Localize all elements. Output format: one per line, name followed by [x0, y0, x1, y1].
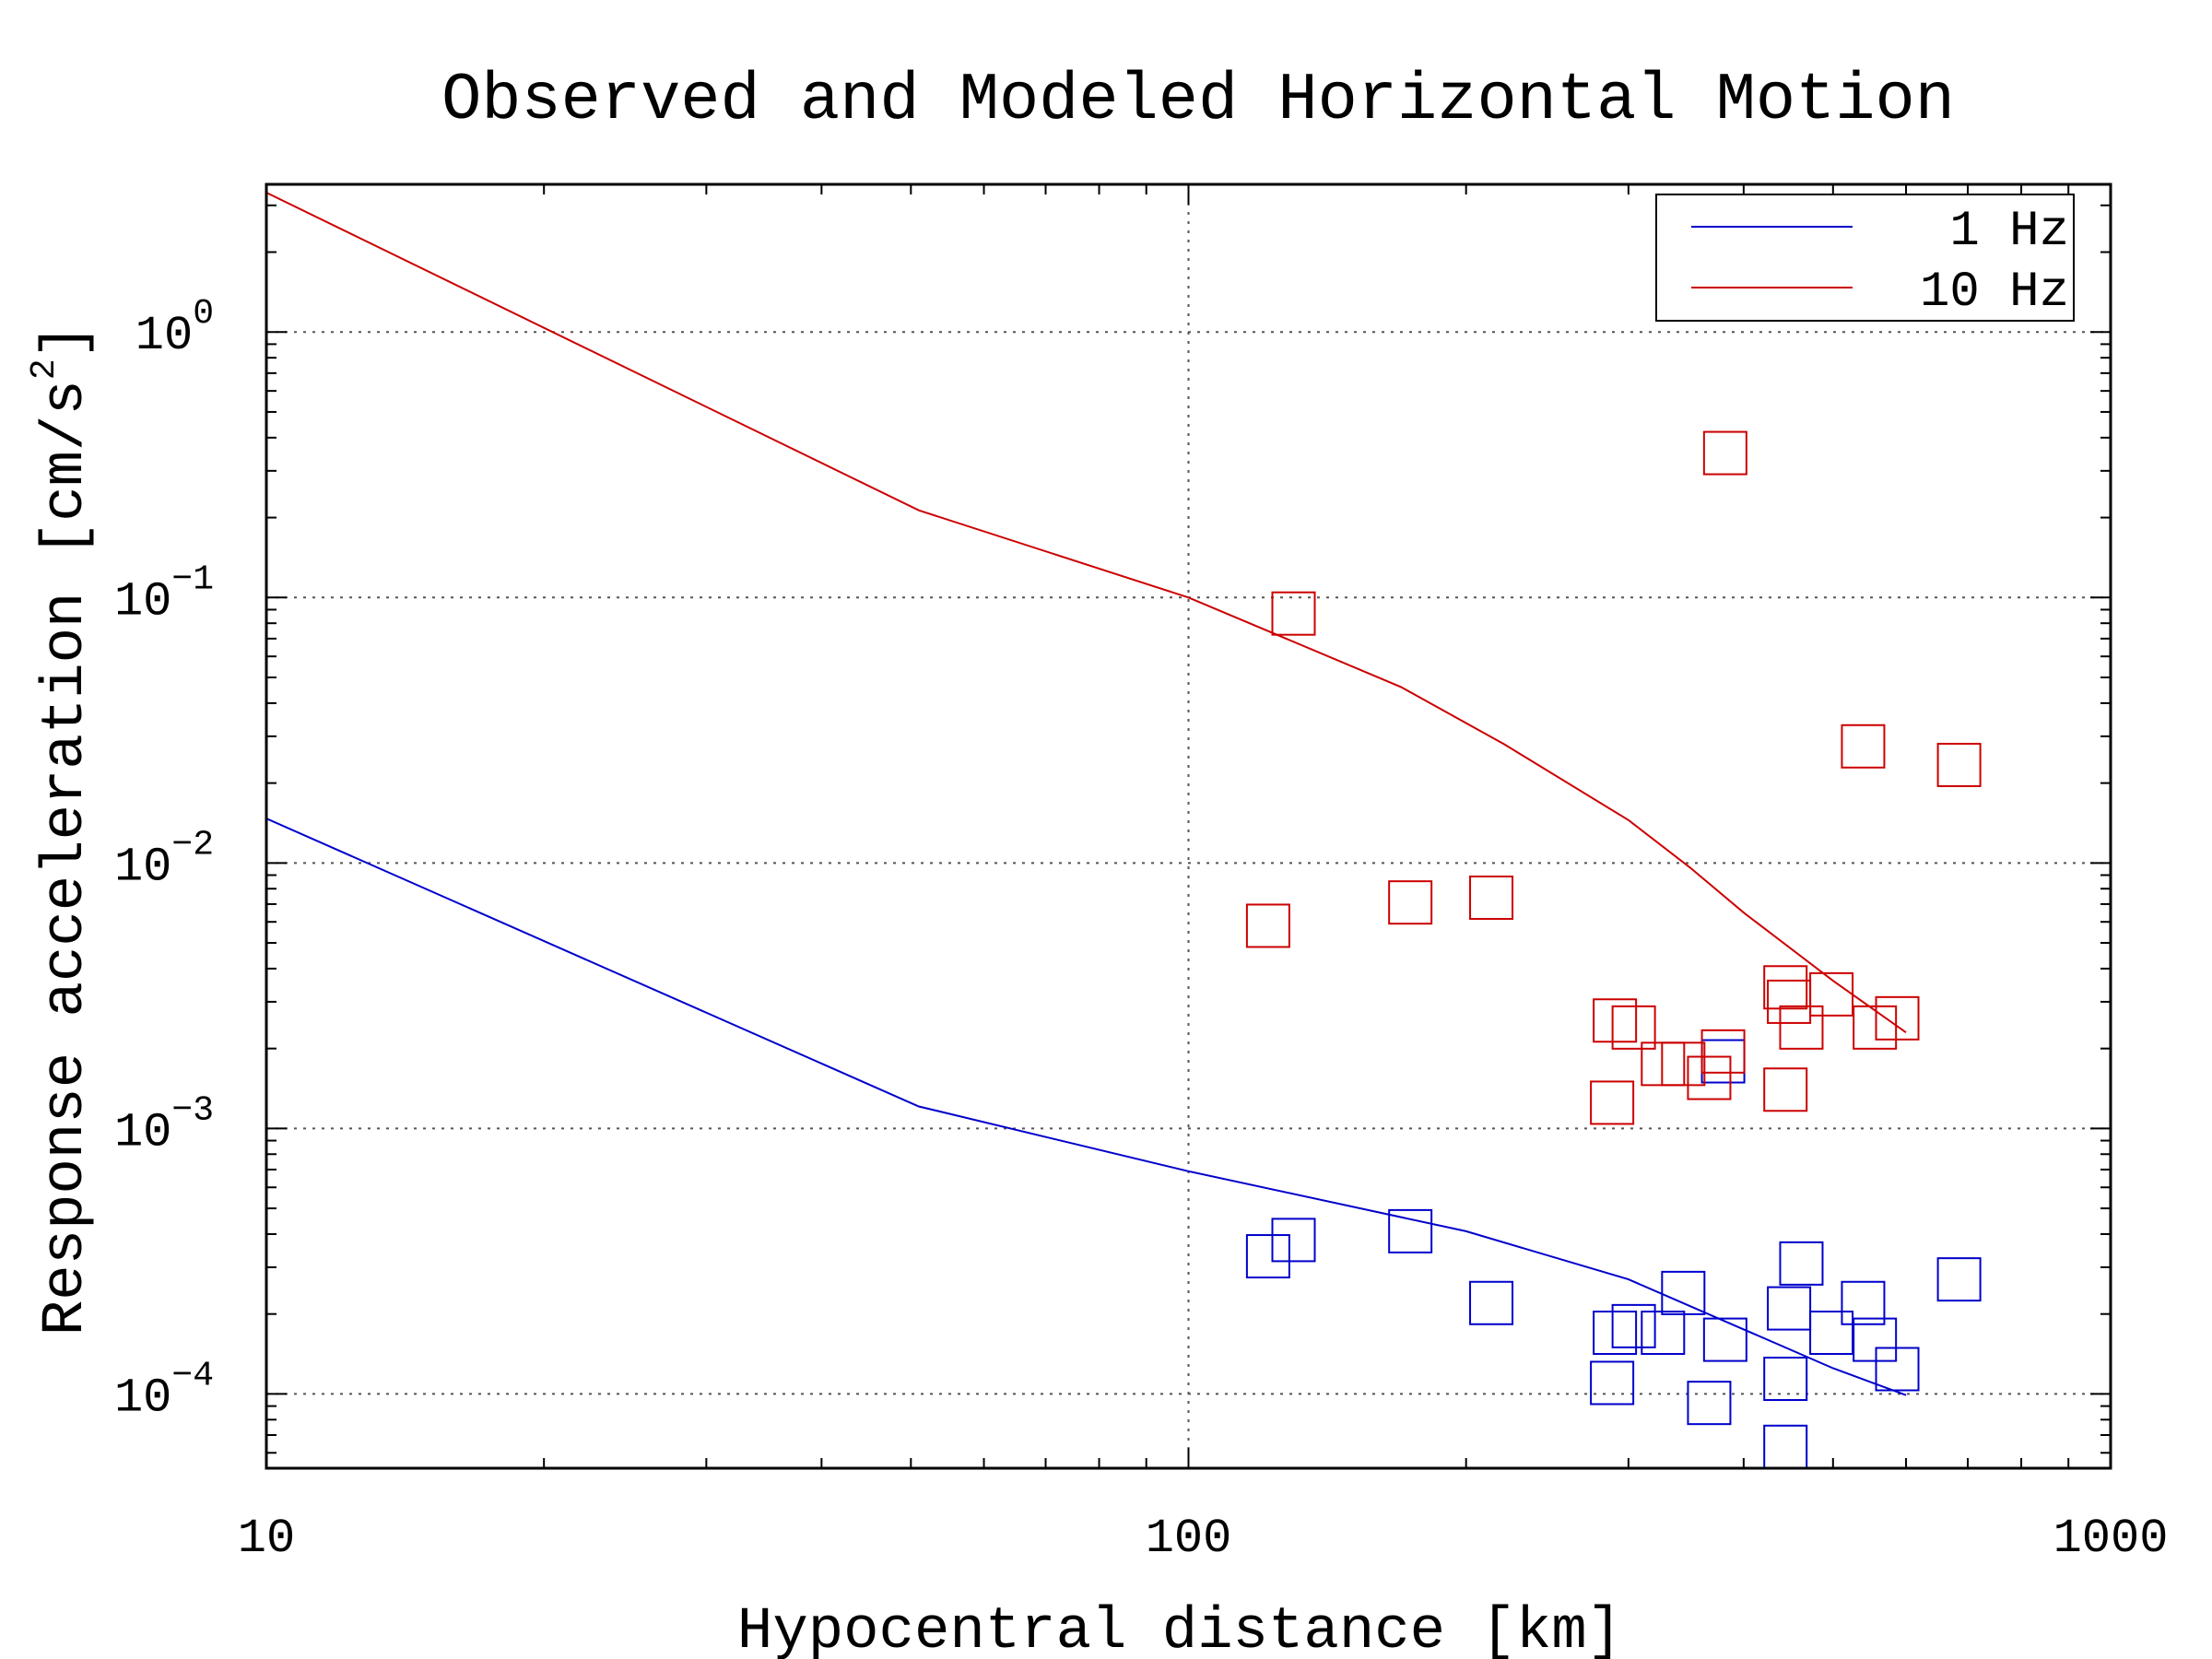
- observed-point-1: [1271, 591, 1316, 636]
- observed-point-0: [1593, 1311, 1638, 1356]
- y-tick-label: 10−4: [114, 1356, 214, 1425]
- y-tick-label: 10−2: [114, 825, 214, 894]
- x-tick-label: 10: [238, 1512, 295, 1566]
- observed-point-0: [1779, 1241, 1824, 1286]
- observed-point-1: [1936, 742, 1982, 787]
- y-axis-label-exponent: 2: [25, 359, 65, 380]
- y-tick-label: 10−3: [114, 1090, 214, 1159]
- observed-point-1: [1841, 724, 1886, 769]
- x-axis-label: Hypocentral distance [km]: [737, 1599, 1622, 1659]
- observed-point-1: [1767, 979, 1812, 1024]
- observed-point-1: [1593, 998, 1638, 1043]
- observed-point-0: [1700, 1039, 1746, 1084]
- observed-point-0: [1841, 1280, 1886, 1325]
- observed-point-1: [1779, 1005, 1824, 1050]
- observed-point-0: [1271, 1218, 1316, 1263]
- legend: 1 Hz 10 Hz: [1655, 194, 2075, 322]
- observed-point-0: [1245, 1234, 1290, 1279]
- y-tick-label: 100: [135, 294, 214, 363]
- model-line-1: [265, 192, 1907, 1034]
- observed-point-1: [1687, 1055, 1732, 1100]
- observed-point-1: [1245, 903, 1290, 948]
- observed-point-0: [1853, 1317, 1898, 1362]
- model-lines: [265, 192, 1907, 1396]
- observed-point-1: [1763, 1067, 1808, 1112]
- observed-point-1: [1700, 1029, 1746, 1074]
- observed-point-1: [1875, 995, 1920, 1041]
- y-tick-label: 10−1: [114, 559, 214, 629]
- observed-point-1: [1388, 880, 1433, 925]
- observed-point-0: [1469, 1280, 1514, 1325]
- y-axis-label: Response acceleration [cm/s2]: [25, 324, 100, 1335]
- y-axis-label-close: ]: [33, 324, 100, 359]
- observed-point-0: [1661, 1270, 1706, 1315]
- plot-frame: [265, 182, 2112, 1470]
- observed-point-0: [1875, 1347, 1920, 1392]
- x-tick-label: 100: [1146, 1512, 1232, 1566]
- x-tick-label: 1000: [2053, 1512, 2169, 1566]
- legend-label-10hz: 10 Hz: [1920, 265, 2069, 321]
- observed-point-1: [1661, 1041, 1706, 1087]
- observed-point-0: [1590, 1360, 1635, 1406]
- observed-point-1: [1702, 430, 1747, 476]
- legend-box: [1655, 194, 2075, 322]
- observed-point-0: [1687, 1381, 1732, 1426]
- observed-point-1: [1809, 971, 1854, 1017]
- model-line-0: [265, 818, 1907, 1396]
- observed-point-0: [1767, 1286, 1812, 1331]
- observed-point-0: [1936, 1257, 1982, 1302]
- grid: [266, 184, 2111, 1468]
- observed-point-1: [1853, 1005, 1898, 1050]
- y-axis-label-text: Response acceleration [cm/s: [33, 380, 100, 1335]
- observed-point-1: [1590, 1080, 1635, 1125]
- axis-ticks: [265, 184, 2111, 1468]
- observed-point-0: [1809, 1311, 1854, 1356]
- observed-point-0: [1388, 1208, 1433, 1253]
- observed-point-0: [1763, 1357, 1808, 1402]
- observed-point-0: [1763, 1424, 1808, 1469]
- x-tick-labels: 10 100 1000: [238, 1512, 2169, 1566]
- observed-point-1: [1763, 965, 1808, 1010]
- observed-point-1: [1469, 875, 1514, 920]
- observed-point-1: [1611, 1005, 1656, 1050]
- observed-point-0: [1702, 1317, 1747, 1362]
- legend-label-1hz: 1 Hz: [1949, 204, 2069, 260]
- chart-title: Observed and Modeled Horizontal Motion: [441, 63, 1955, 138]
- y-tick-labels: 100 10−1 10−2 10−3 10−4: [114, 294, 214, 1425]
- observed-markers: [1245, 430, 1982, 1469]
- observed-point-0: [1611, 1303, 1656, 1348]
